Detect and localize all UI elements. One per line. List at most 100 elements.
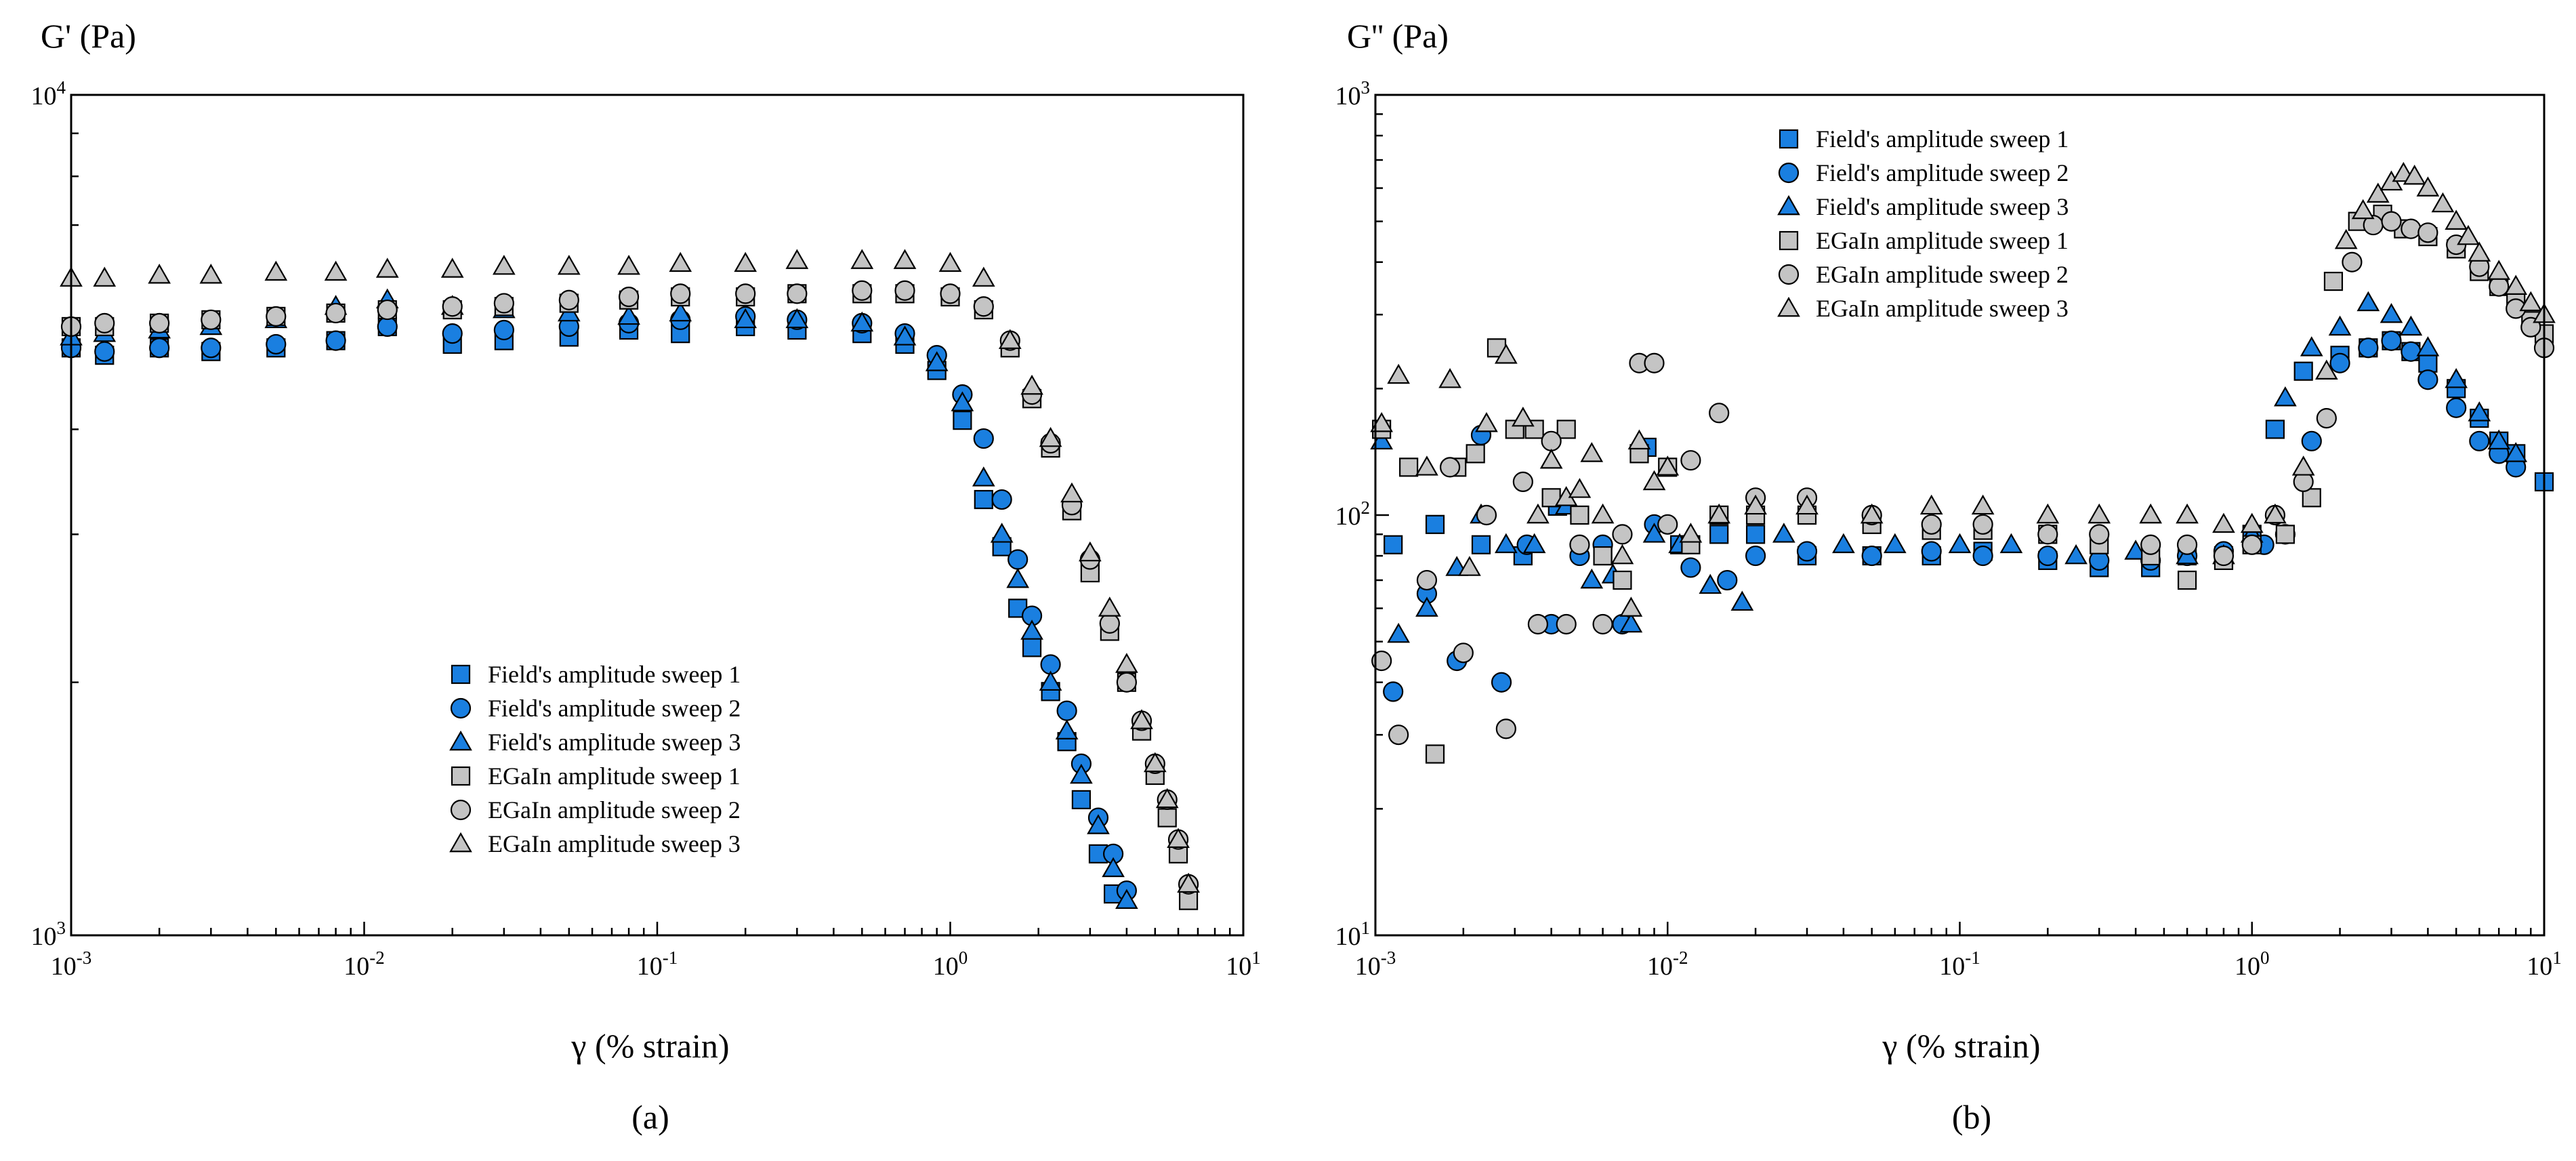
data-point	[1116, 672, 1137, 693]
data-point	[2064, 544, 2087, 565]
data-point	[998, 329, 1022, 349]
data-point	[2487, 260, 2511, 280]
data-point	[1570, 505, 1590, 525]
data-point	[493, 254, 516, 275]
data-point	[149, 338, 170, 359]
legend-label: EGaIn amplitude sweep 3	[488, 830, 741, 857]
panel-b-label: (b)	[1952, 1098, 1991, 1136]
data-point	[2316, 408, 2337, 429]
data-point	[1527, 613, 1549, 635]
data-point	[2401, 218, 2422, 239]
data-point	[1415, 596, 1438, 617]
legend-label: Field's amplitude sweep 1	[488, 661, 741, 688]
data-point	[1699, 573, 1722, 594]
data-point	[734, 251, 757, 272]
panel-b-y-tick-label: 103	[1335, 77, 1371, 110]
panel-b-y-axis-title: G'' (Pa)	[1347, 17, 1449, 55]
legend-marker	[1778, 162, 1800, 184]
panel-a-label: (a)	[631, 1098, 669, 1136]
data-point	[617, 254, 640, 275]
data-point	[2469, 430, 2490, 451]
data-point	[2302, 488, 2321, 508]
data-point	[2417, 222, 2438, 243]
panel-b-x-tick-label: 10-3	[1355, 948, 1396, 981]
data-point	[617, 304, 640, 325]
panel-a-x-tick-label: 10-3	[51, 948, 92, 981]
panel-b-x-tick-label: 100	[2235, 948, 2270, 981]
data-point	[1070, 763, 1093, 784]
legend-marker	[450, 799, 472, 821]
data-point	[1425, 744, 1445, 764]
data-point	[1178, 891, 1199, 910]
panel-a-y-tick-label: 103	[31, 918, 66, 951]
legend-marker	[450, 697, 472, 719]
data-point	[1512, 471, 1533, 493]
data-point	[264, 260, 288, 281]
data-point	[1167, 828, 1190, 849]
data-point	[2176, 503, 2199, 524]
panel-b-series-6	[1370, 161, 2556, 617]
data-point	[2504, 442, 2528, 462]
data-point	[1883, 533, 1907, 554]
data-point	[2431, 192, 2455, 213]
data-point	[2328, 315, 2352, 336]
data-point	[324, 260, 348, 281]
data-point	[1832, 533, 1855, 554]
data-point	[974, 489, 993, 510]
data-point	[1627, 429, 1651, 450]
data-point	[1580, 442, 1604, 462]
data-point	[2351, 199, 2375, 220]
data-point	[1079, 541, 1102, 562]
data-point	[442, 296, 463, 317]
data-point	[2381, 330, 2402, 351]
data-point	[1541, 430, 1562, 451]
data-point	[2293, 361, 2313, 381]
data-point	[2036, 503, 2060, 524]
panel-b-x-tick-label: 10-1	[1939, 948, 1980, 981]
data-point	[1919, 494, 1943, 515]
data-point	[940, 283, 961, 304]
data-point	[1087, 814, 1110, 834]
data-point	[1680, 557, 1701, 578]
panel-a-marks	[60, 249, 1200, 910]
data-point	[149, 312, 170, 333]
data-point	[201, 338, 222, 359]
panel-b-plot-frame	[1374, 94, 2546, 937]
data-point	[1475, 411, 1498, 432]
data-point	[1466, 444, 1485, 464]
data-point	[2140, 534, 2161, 555]
data-point	[1745, 525, 1766, 544]
data-point	[2264, 503, 2287, 524]
data-point	[2265, 420, 2285, 439]
legend-marker	[451, 766, 471, 786]
data-point	[2124, 539, 2147, 560]
data-point	[2275, 525, 2295, 544]
data-point	[1795, 494, 1819, 515]
data-point	[894, 280, 915, 301]
data-point	[2323, 271, 2344, 291]
legend-marker	[1778, 264, 1800, 285]
data-point	[1717, 569, 1738, 591]
data-point	[1593, 546, 1613, 566]
panel-b-series-4	[1372, 204, 2554, 764]
data-point	[2329, 352, 2350, 373]
data-point	[1022, 638, 1042, 657]
data-point	[1612, 524, 1633, 545]
legend-label: Field's amplitude sweep 3	[488, 729, 741, 756]
data-point	[1387, 622, 1410, 643]
data-point	[1709, 525, 1729, 544]
data-point	[669, 251, 692, 272]
panel-b-x-tick-label: 101	[2527, 948, 2562, 981]
legend-label: EGaIn amplitude sweep 3	[1816, 295, 2069, 322]
data-point	[493, 293, 514, 314]
legend-marker	[1779, 230, 1799, 251]
data-point	[2240, 512, 2264, 533]
data-point	[2087, 503, 2111, 524]
data-point	[990, 523, 1014, 543]
data-point	[1055, 719, 1079, 739]
data-point	[1972, 545, 1993, 567]
data-point	[2314, 359, 2338, 380]
data-point	[787, 283, 808, 304]
data-point	[2401, 341, 2422, 362]
